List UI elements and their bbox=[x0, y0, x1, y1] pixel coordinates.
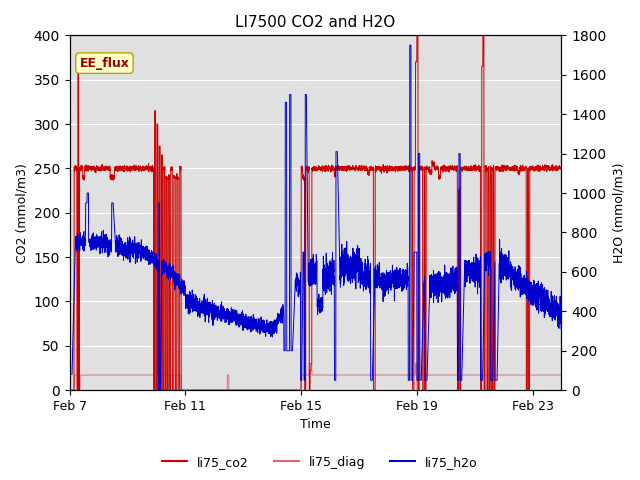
Text: EE_flux: EE_flux bbox=[79, 57, 129, 70]
Y-axis label: H2O (mmol/m3): H2O (mmol/m3) bbox=[612, 162, 625, 263]
X-axis label: Time: Time bbox=[300, 419, 331, 432]
Y-axis label: CO2 (mmol/m3): CO2 (mmol/m3) bbox=[15, 163, 28, 263]
Title: LI7500 CO2 and H2O: LI7500 CO2 and H2O bbox=[236, 15, 396, 30]
Legend: li75_co2, li75_diag, li75_h2o: li75_co2, li75_diag, li75_h2o bbox=[157, 451, 483, 474]
